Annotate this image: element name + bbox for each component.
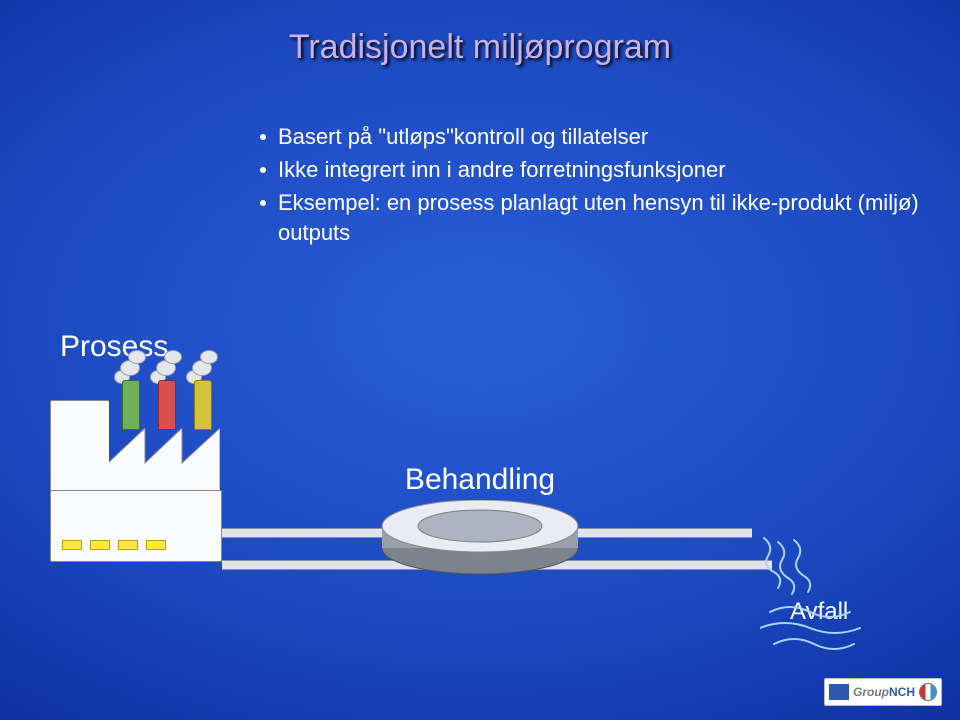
factory-base xyxy=(50,490,222,562)
smokestack-icon xyxy=(158,380,176,430)
factory-tower xyxy=(50,400,109,502)
window-icon xyxy=(90,540,110,550)
bullet-text: Ikke integrert inn i andre forretningsfu… xyxy=(278,155,726,186)
window-icon xyxy=(118,540,138,550)
treatment-label: Behandling xyxy=(405,463,555,497)
bullet-item: Ikke integrert inn i andre forretningsfu… xyxy=(260,155,960,186)
window-icon xyxy=(146,540,166,550)
slide: Tradisjonelt miljøprogram Basert på "utl… xyxy=(0,0,960,720)
logo-swirl-icon xyxy=(919,683,937,701)
logo: GroupNCH xyxy=(824,678,942,706)
logo-bar xyxy=(829,684,849,700)
smoke-icon xyxy=(150,352,180,382)
window-icon xyxy=(62,540,82,550)
bullet-item: Basert på "utløps"kontroll og tillatelse… xyxy=(260,122,960,153)
bullet-text: Basert på "utløps"kontroll og tillatelse… xyxy=(278,122,648,153)
tank-icon xyxy=(380,500,580,575)
slide-title: Tradisjonelt miljøprogram xyxy=(0,28,960,67)
tank-svg xyxy=(380,500,580,578)
smokestack-icon xyxy=(194,380,212,430)
logo-text: GroupNCH xyxy=(853,685,915,699)
smoke-icon xyxy=(114,352,144,382)
bullet-item: Eksempel: en prosess planlagt uten hensy… xyxy=(260,188,960,250)
bullet-text: Eksempel: en prosess planlagt uten hensy… xyxy=(278,188,960,250)
smoke-icon xyxy=(186,352,216,382)
bullet-list: Basert på "utløps"kontroll og tillatelse… xyxy=(260,120,960,251)
spill-icon xyxy=(760,536,890,656)
smokestack-icon xyxy=(122,380,140,430)
